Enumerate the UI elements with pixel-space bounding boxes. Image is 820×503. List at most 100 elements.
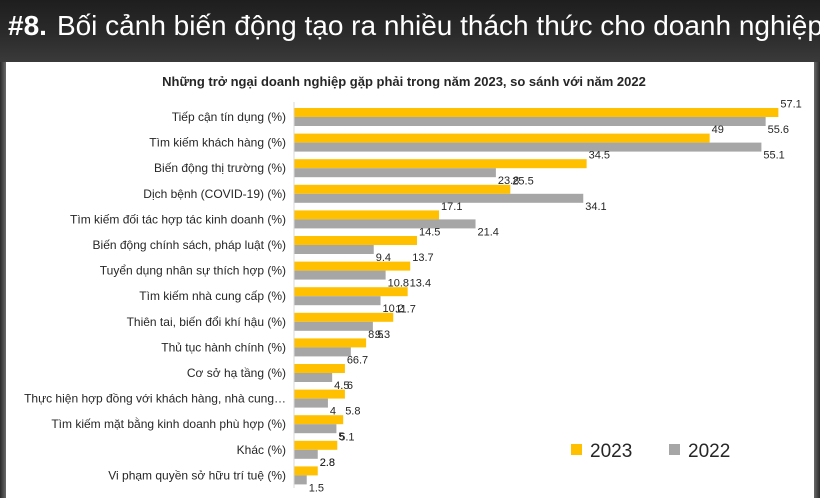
bar-2022 xyxy=(294,142,762,152)
bar-2023 xyxy=(294,440,338,450)
category-row: Biến động chính sách, pháp luật (%) 14.5 9… xyxy=(93,227,441,265)
data-label-2023: 49 xyxy=(712,124,724,136)
data-label-2022: 34.1 xyxy=(585,201,606,213)
data-label-2023: 14.5 xyxy=(419,227,440,239)
data-label-2022: 4.5 xyxy=(334,380,349,392)
category-label: Tìm kiếm khách hàng (%) xyxy=(149,136,286,150)
bar-2022 xyxy=(294,168,496,178)
bar-2023 xyxy=(294,415,344,425)
bar-2022 xyxy=(294,193,584,203)
data-label-2023: 5.8 xyxy=(345,406,360,418)
data-label-2023: 34.5 xyxy=(589,150,610,162)
category-row: Khác (%) 5.1 2.8 xyxy=(237,431,355,469)
data-label-2023: 6 xyxy=(347,355,353,367)
left-decorative-strip xyxy=(0,62,6,498)
bar-2023 xyxy=(294,210,440,220)
category-label: Thủ tục hành chính (%) xyxy=(161,340,286,354)
bar-2023 xyxy=(294,159,587,169)
data-label-2023: 11.7 xyxy=(395,303,416,315)
data-label-2022: 4 xyxy=(330,406,336,418)
bar-2022 xyxy=(294,245,374,254)
data-label-2022: 9.3 xyxy=(375,329,390,341)
category-label: Thực hiện hợp đồng với khách hàng, nhà c… xyxy=(24,392,286,406)
data-label-2023: 17.1 xyxy=(441,201,462,213)
category-row: Biến động thị trường (%) 34.5 23.8 xyxy=(154,150,610,188)
bar-2023 xyxy=(294,133,710,143)
category-row: Thực hiện hợp đồng với khách hàng, nhà c… xyxy=(24,380,353,418)
category-row: Tìm kiếm khách hàng (%) 49 55.1 xyxy=(149,124,785,162)
data-label-2023: 25.5 xyxy=(512,175,533,187)
category-label: Tiếp cận tín dụng (%) xyxy=(172,110,286,124)
data-label-2022: 9.4 xyxy=(376,252,391,264)
bar-2023 xyxy=(294,261,411,271)
chart-legend: 2023 2022 xyxy=(571,441,730,462)
bar-2023 xyxy=(294,466,318,476)
bar-2023 xyxy=(294,338,367,348)
category-label: Khác (%) xyxy=(237,443,286,457)
bar-2022 xyxy=(294,219,476,229)
bar-chart: Những trở ngại doanh nghiệp gặp phải tro… xyxy=(24,74,802,495)
category-label: Cơ sở hạ tầng (%) xyxy=(187,366,286,380)
data-label-2023: 8.5 xyxy=(368,329,383,341)
category-label: Biến động thị trường (%) xyxy=(154,161,286,175)
data-label-2022: 55.6 xyxy=(768,124,789,136)
bar-2022 xyxy=(294,449,318,459)
bar-2023 xyxy=(294,108,779,117)
category-label: Vi phạm quyền sở hữu trí tuệ (%) xyxy=(108,468,286,482)
bar-2022 xyxy=(294,296,381,306)
bar-2023 xyxy=(294,312,394,322)
bar-2022 xyxy=(294,321,373,331)
bar-2023 xyxy=(294,184,511,194)
bar-2022 xyxy=(294,424,337,434)
legend-swatch-2022 xyxy=(669,444,680,455)
slide-number: #8. xyxy=(8,10,47,41)
data-label-2022: 1.5 xyxy=(309,482,324,494)
category-label: Tuyển dụng nhân sự thích hợp (%) xyxy=(100,264,286,278)
chart-panel: Những trở ngại doanh nghiệp gặp phải tro… xyxy=(6,62,814,498)
bar-2022 xyxy=(294,117,766,126)
slide-title: #8. Bối cảnh biến động tạo ra nhiều thách… xyxy=(8,10,820,42)
bar-2023 xyxy=(294,287,408,297)
category-label: Tìm kiếm nhà cung cấp (%) xyxy=(139,289,286,303)
category-row: Tuyển dụng nhân sự thích hợp (%) 13.7 10.8 xyxy=(100,252,434,290)
data-label-2022: 21.4 xyxy=(478,226,499,238)
category-row: Tiếp cận tín dụng (%) 57.1 55.6 xyxy=(172,99,802,137)
right-decorative-strip xyxy=(814,62,820,498)
data-label-2023: 2.8 xyxy=(320,457,335,469)
plot-area: Tiếp cận tín dụng (%) 57.1 55.6 Tìm kiếm kh… xyxy=(24,99,802,495)
slide-header: #8. Bối cảnh biến động tạo ra nhiều thách… xyxy=(0,0,820,62)
category-label: Dịch bệnh (COVID-19) (%) xyxy=(143,187,286,201)
category-label: Tìm kiếm đối tác hợp tác kinh doanh (%) xyxy=(70,212,286,226)
category-row: Tìm kiếm nhà cung cấp (%) 13.4 10.2 xyxy=(139,278,431,316)
category-row: Dịch bệnh (COVID-19) (%) 25.5 34.1 xyxy=(143,175,606,213)
category-row: Cơ sở hạ tầng (%)64.5 xyxy=(187,355,353,393)
bar-2022 xyxy=(294,398,328,408)
data-label-2022: 10.8 xyxy=(388,278,409,290)
slide-title-text: Bối cảnh biến động tạo ra nhiều thách th… xyxy=(56,10,820,41)
category-label: Biến động chính sách, pháp luật (%) xyxy=(93,238,286,252)
bar-2023 xyxy=(294,236,417,245)
chart-title: Những trở ngại doanh nghiệp gặp phải tro… xyxy=(162,74,646,89)
data-label-2023: 13.4 xyxy=(410,278,431,290)
data-label-2022: 2.8 xyxy=(320,457,335,469)
category-row: Thủ tục hành chính (%) 8.5 6.7 xyxy=(161,329,383,367)
data-label-2022: 10.2 xyxy=(383,303,404,315)
bar-2022 xyxy=(294,475,307,485)
data-label-2023: 5.1 xyxy=(339,431,354,443)
legend-label-2023: 2023 xyxy=(590,441,632,462)
category-row: Tìm kiếm mặt bằng kinh doanh phù hợp (%)… xyxy=(51,406,360,444)
data-label-2022: 6.7 xyxy=(353,354,368,366)
category-label: Thiên tai, biến đổi khí hậu (%) xyxy=(127,315,286,329)
bar-2022 xyxy=(294,270,386,280)
legend-swatch-2023 xyxy=(571,444,582,455)
data-label-2023: 57.1 xyxy=(780,99,801,111)
category-label: Tìm kiếm mặt bằng kinh doanh phù hợp (%) xyxy=(51,416,286,431)
bar-2022 xyxy=(294,373,333,382)
bar-2022 xyxy=(294,347,351,357)
category-row: Thiên tai, biến đổi khí hậu (%) 11.7 9.3 xyxy=(127,303,416,341)
bar-2023 xyxy=(294,389,345,399)
data-label-2023: 6 xyxy=(347,380,353,392)
data-label-2022: 23.8 xyxy=(498,175,519,187)
legend-label-2022: 2022 xyxy=(688,441,730,462)
category-row: Vi phạm quyền sở hữu trí tuệ (%) 2.8 1.5 xyxy=(108,457,335,495)
